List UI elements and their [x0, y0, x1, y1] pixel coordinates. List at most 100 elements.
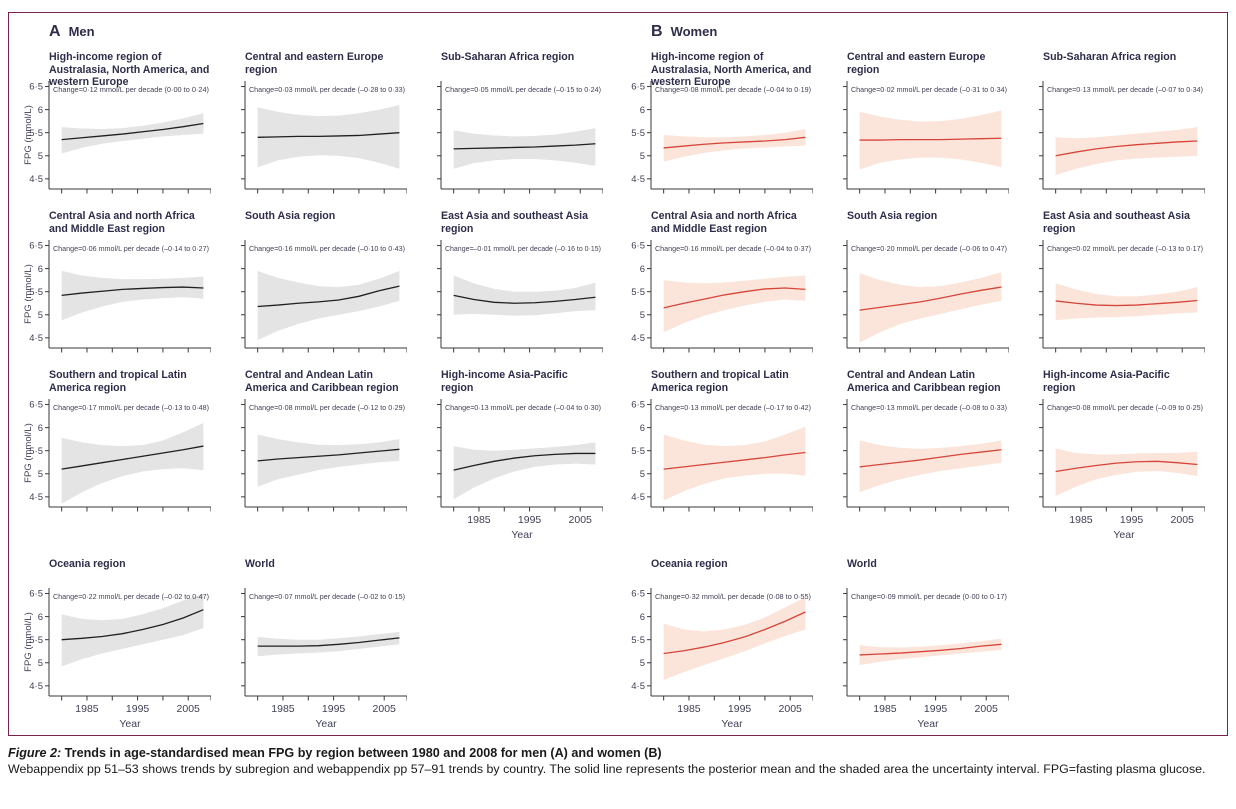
chart-title: Southern and tropical Latin America regi… — [651, 369, 789, 394]
mean-line — [859, 449, 1002, 468]
group-header-men: A Men — [49, 23, 603, 47]
chart-title: Central Asia and north Africa and Middle… — [651, 210, 797, 235]
chart-panel: South Asia region Change=0·16 mmol/L per … — [219, 210, 408, 359]
caption-title-text: Trends in age-standardised mean FPG by r… — [61, 746, 662, 760]
y-tick-label: 5·5 — [631, 635, 645, 646]
chart-plot: 1985 1995 2005 Year Change=0·13 mmol/L per d… — [437, 399, 604, 541]
x-tick-label: 2005 — [569, 514, 593, 526]
y-tick-label: 6 — [640, 264, 645, 275]
change-annotation: Change=0·16 mmol/L per decade (–0·10 to … — [249, 244, 405, 253]
change-annotation: Change=0·13 mmol/L per decade (–0·08 to … — [851, 403, 1007, 412]
x-tick-label: 2005 — [1171, 514, 1195, 526]
change-annotation: Change=0·08 mmol/L per decade (–0·04 to … — [655, 85, 811, 94]
x-tick-label: 1995 — [518, 514, 542, 526]
change-annotation: Change=0·22 mmol/L per decade (–0·02 to … — [53, 592, 209, 601]
y-axis-title: FPG (mmol/L) — [23, 612, 34, 672]
chart-plot: Change=0·03 mmol/L per decade (–0·28 to … — [241, 81, 408, 194]
chart-panel: Sub-Saharan Africa region Change=0·05 mmo… — [415, 51, 604, 200]
x-tick-label: 1995 — [728, 703, 752, 715]
chart-title: Central and eastern Europe region — [245, 51, 384, 76]
y-tick-label: 5 — [38, 469, 43, 480]
mean-line — [453, 143, 596, 150]
mean-line — [257, 448, 400, 462]
chart-panel: High-income region of Australasia, North… — [625, 51, 814, 200]
change-annotation: Change=0·17 mmol/L per decade (–0·13 to … — [53, 403, 209, 412]
chart-plot: Change=0·02 mmol/L per decade (–0·31 to … — [843, 81, 1010, 194]
chart-title: High-income Asia-Pacific region — [441, 369, 568, 394]
chart-plot: 1985 1995 2005 Year Change=0·08 mmol/L per d… — [1039, 399, 1206, 541]
y-tick-label: 6·5 — [631, 400, 645, 411]
mean-line — [453, 452, 596, 471]
y-tick-label: 5 — [38, 310, 43, 321]
y-axis-title: FPG (mmol/L) — [23, 264, 34, 324]
x-axis-title: Year — [917, 718, 939, 730]
y-tick-label: 5 — [38, 151, 43, 162]
mean-line — [859, 643, 1002, 656]
group-header-women: B Women — [651, 23, 1205, 47]
x-tick-label: 1985 — [677, 703, 701, 715]
uncertainty-band — [257, 631, 400, 657]
chart-title: World — [245, 558, 275, 570]
change-annotation: Change=0·13 mmol/L per decade (–0·04 to … — [445, 403, 601, 412]
change-annotation: Change=0·13 mmol/L per decade (–0·17 to … — [655, 403, 811, 412]
change-annotation: Change=0·02 mmol/L per decade (–0·13 to … — [1047, 244, 1203, 253]
chart-panel: South Asia region Change=0·20 mmol/L per … — [821, 210, 1010, 359]
group-women: B Women High-income region of Australasia,… — [625, 23, 1206, 735]
groups: A Men High-income region of Australasia, N… — [23, 23, 1219, 735]
uncertainty-band — [257, 270, 400, 341]
chart-panel: Central and Andean Latin America and Car… — [821, 369, 1010, 548]
chart-panel: Central Asia and north Africa and Middle… — [625, 210, 814, 359]
change-annotation: Change=0·13 mmol/L per decade (–0·07 to … — [1047, 85, 1203, 94]
chart-title: South Asia region — [245, 210, 336, 222]
chart-panel: East Asia and southeast Asia region Chang… — [415, 210, 604, 359]
y-tick-label: 5·5 — [631, 446, 645, 457]
chart-grid: High-income region of Australasia, North… — [625, 51, 1206, 735]
chart-plot: Change=0·05 mmol/L per decade (–0·15 to … — [437, 81, 604, 194]
x-tick-label: 1985 — [271, 703, 295, 715]
y-tick-label: 6 — [38, 264, 43, 275]
chart-plot: 4·5 5 5·5 6 6·5 FPG (mmol/L) Change=0·06 mmol/… — [23, 240, 212, 353]
change-annotation: Change=0·32 mmol/L per decade (0·08 to 0… — [655, 592, 811, 601]
uncertainty-band — [1055, 127, 1198, 176]
y-tick-label: 5 — [640, 658, 645, 669]
chart-plot: Change=0·08 mmol/L per decade (–0·12 to … — [241, 399, 408, 512]
chart-panel: Oceania region 4·5 5 5·5 6 6·5 1985 1995 2005 Yea… — [23, 558, 212, 735]
chart-title: Sub-Saharan Africa region — [1043, 51, 1177, 63]
y-tick-label: 5 — [640, 151, 645, 162]
chart-panel: Central and eastern Europe region Change=… — [219, 51, 408, 200]
group-label: Men — [68, 24, 95, 39]
uncertainty-band — [1055, 448, 1198, 496]
chart-panel: Central Asia and north Africa and Middle… — [23, 210, 212, 359]
chart-title: Central and eastern Europe region — [847, 51, 986, 76]
chart-plot: 1985 1995 2005 Year Change=0·07 mmol/L per d… — [241, 588, 408, 730]
y-tick-label: 4·5 — [29, 492, 43, 503]
x-axis-title: Year — [511, 529, 533, 541]
y-tick-label: 6 — [640, 105, 645, 116]
group-label: Women — [670, 24, 718, 39]
y-tick-label: 6·5 — [29, 82, 43, 93]
chart-panel: Southern and tropical Latin America regi… — [625, 369, 814, 548]
x-axis-title: Year — [315, 718, 337, 730]
y-tick-label: 6·5 — [631, 241, 645, 252]
figure-caption: Figure 2: Trends in age-standardised mea… — [8, 746, 1230, 778]
x-tick-label: 1985 — [1069, 514, 1093, 526]
chart-title: World — [847, 558, 877, 570]
mean-line — [61, 609, 204, 641]
y-tick-label: 6 — [38, 612, 43, 623]
chart-title: Central and Andean Latin America and Car… — [245, 369, 399, 394]
change-annotation: Change=0·07 mmol/L per decade (–0·02 to … — [249, 592, 405, 601]
chart-title: Central Asia and north Africa and Middle… — [49, 210, 195, 235]
uncertainty-band — [859, 272, 1002, 343]
chart-panel: Central and Andean Latin America and Car… — [219, 369, 408, 548]
mean-line — [453, 294, 596, 304]
y-tick-label: 5·5 — [631, 287, 645, 298]
chart-title: Oceania region — [651, 558, 728, 570]
chart-panel: Sub-Saharan Africa region Change=0·13 mmo… — [1017, 51, 1206, 200]
change-annotation: Change=0·08 mmol/L per decade (–0·12 to … — [249, 403, 405, 412]
y-tick-label: 4·5 — [631, 681, 645, 692]
uncertainty-band — [257, 434, 400, 487]
mean-line — [663, 451, 806, 470]
caption-body: Webappendix pp 51–53 shows trends by sub… — [8, 762, 1206, 776]
y-tick-label: 4·5 — [29, 174, 43, 185]
chart-title: High-income region of Australasia, North… — [49, 51, 210, 88]
